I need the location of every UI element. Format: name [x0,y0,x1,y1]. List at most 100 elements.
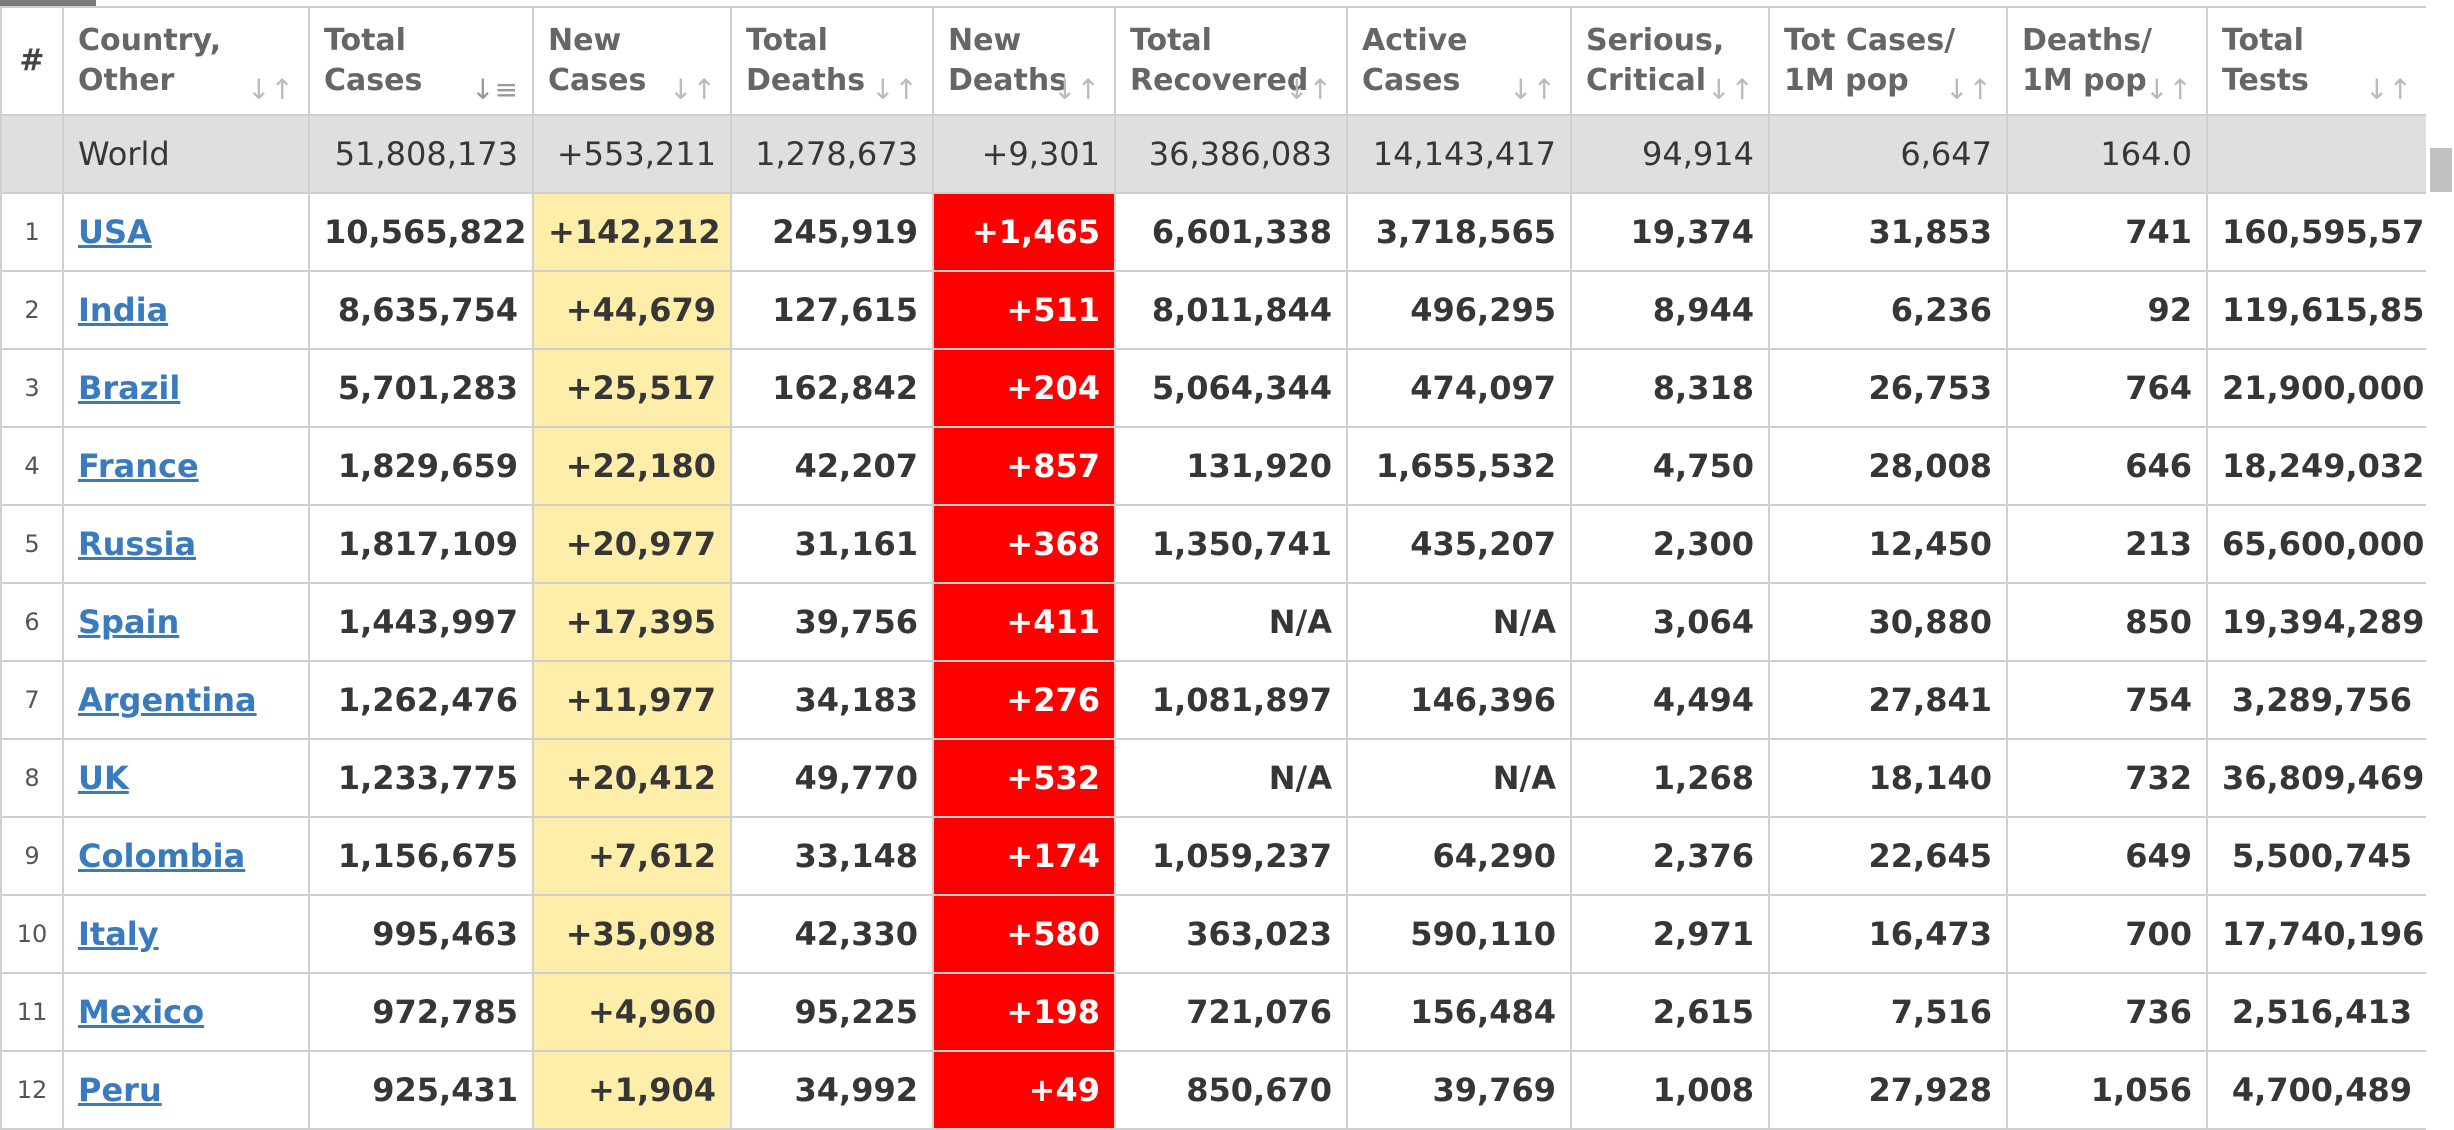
world-cell-total-cases: 51,808,173 [308,114,534,194]
cell-new-deaths: +532 [932,738,1116,818]
cell-new-cases: +11,977 [532,660,732,740]
header-active-cases[interactable]: Active Cases ↓↑ [1346,6,1572,116]
world-cell-deaths-per-1m: 164.0 [2006,114,2208,194]
cell-new-deaths: +411 [932,582,1116,662]
cell-total-recovered: 363,023 [1114,894,1348,974]
cell-cases-per-1m: 28,008 [1768,426,2008,506]
table-row: 11 Mexico 972,785 +4,960 95,225 +198 721,076 15… [0,972,2426,1052]
header-total-tests[interactable]: Total Tests ↓↑ [2206,6,2426,116]
country-link[interactable]: Colombia [78,837,246,875]
cell-total-recovered: N/A [1114,738,1348,818]
header-cases-per-1m[interactable]: Tot Cases/ 1M pop ↓↑ [1768,6,2008,116]
world-cell-total-deaths: 1,278,673 [730,114,934,194]
country-link[interactable]: UK [78,759,129,797]
header-new-deaths[interactable]: New Deaths ↓↑ [932,6,1116,116]
cell-new-cases: +1,904 [532,1050,732,1130]
header-total-deaths[interactable]: Total Deaths ↓↑ [730,6,934,116]
cell-active-cases: 496,295 [1346,270,1572,350]
table-row: 2 India 8,635,754 +44,679 127,615 +511 8,011,8… [0,270,2426,350]
cell-active-cases: 146,396 [1346,660,1572,740]
sort-arrows-icon[interactable]: ↓↑ [2145,73,2192,106]
sort-descending-icon[interactable]: ↓≡ [471,73,518,106]
sort-arrows-icon[interactable]: ↓↑ [1509,73,1556,106]
cell-total-cases: 5,701,283 [308,348,534,428]
header-num[interactable]: # [0,6,64,116]
cell-serious-critical: 1,008 [1570,1050,1770,1130]
header-serious-critical[interactable]: Serious, Critical ↓↑ [1570,6,1770,116]
country-link[interactable]: USA [78,213,152,251]
cell-total-cases: 1,262,476 [308,660,534,740]
cell-total-deaths: 42,330 [730,894,934,974]
sort-arrows-icon[interactable]: ↓↑ [669,73,716,106]
header-total-recovered[interactable]: Total Recovered ↓↑ [1114,6,1348,116]
cell-deaths-per-1m: 764 [2006,348,2208,428]
covid-stats-table: # Country, Other ↓↑ Total Cases ↓≡ New Cases ↓… [0,6,2426,1130]
cell-total-cases: 972,785 [308,972,534,1052]
cell-total-recovered: 6,601,338 [1114,192,1348,272]
cell-new-deaths: +198 [932,972,1116,1052]
sort-arrows-icon[interactable]: ↓↑ [1285,73,1332,106]
cell-num: 3 [0,348,64,428]
header-deaths-per-1m[interactable]: Deaths/ 1M pop ↓↑ [2006,6,2208,116]
country-link[interactable]: Peru [78,1071,162,1109]
cell-total-tests: 19,394,289 [2206,582,2426,662]
cell-total-cases: 1,817,109 [308,504,534,584]
cell-total-tests: 5,500,745 [2206,816,2426,896]
cell-new-deaths: +174 [932,816,1116,896]
cell-deaths-per-1m: 736 [2006,972,2208,1052]
country-link[interactable]: France [78,447,199,485]
sort-arrows-icon[interactable]: ↓↑ [1707,73,1754,106]
world-row: World 51,808,173 +553,211 1,278,673 +9,301 36… [0,114,2426,194]
cell-new-deaths: +1,465 [932,192,1116,272]
cell-serious-critical: 2,376 [1570,816,1770,896]
cell-country: Colombia [62,816,310,896]
world-cell-new-deaths: +9,301 [932,114,1116,194]
world-cell-serious-critical: 94,914 [1570,114,1770,194]
sort-arrows-icon[interactable]: ↓↑ [247,73,294,106]
cell-num: 9 [0,816,64,896]
cell-country: USA [62,192,310,272]
cell-cases-per-1m: 30,880 [1768,582,2008,662]
cell-deaths-per-1m: 213 [2006,504,2208,584]
cell-serious-critical: 2,971 [1570,894,1770,974]
cell-serious-critical: 4,750 [1570,426,1770,506]
cell-total-cases: 1,233,775 [308,738,534,818]
header-label: New Deaths [948,23,1068,98]
sort-arrows-icon[interactable]: ↓↑ [2365,73,2412,106]
cell-num: 7 [0,660,64,740]
header-label: # [19,43,45,78]
cell-active-cases: 435,207 [1346,504,1572,584]
country-link[interactable]: Spain [78,603,180,641]
cell-num: 2 [0,270,64,350]
scrollbar-thumb[interactable] [2430,148,2452,192]
cell-total-deaths: 127,615 [730,270,934,350]
cell-new-cases: +142,212 [532,192,732,272]
header-country[interactable]: Country, Other ↓↑ [62,6,310,116]
sort-arrows-icon[interactable]: ↓↑ [871,73,918,106]
cell-total-recovered: 850,670 [1114,1050,1348,1130]
cell-serious-critical: 1,268 [1570,738,1770,818]
cell-total-tests: 160,595,579 [2206,192,2426,272]
sort-arrows-icon[interactable]: ↓↑ [1945,73,1992,106]
cell-total-recovered: 8,011,844 [1114,270,1348,350]
header-new-cases[interactable]: New Cases ↓↑ [532,6,732,116]
cell-country: Spain [62,582,310,662]
header-label: Total Cases [324,23,423,98]
country-link[interactable]: Argentina [78,681,257,719]
cell-total-cases: 8,635,754 [308,270,534,350]
header-total-cases[interactable]: Total Cases ↓≡ [308,6,534,116]
cell-deaths-per-1m: 649 [2006,816,2208,896]
country-link[interactable]: India [78,291,169,329]
cell-total-deaths: 95,225 [730,972,934,1052]
cell-num: 4 [0,426,64,506]
top-tab-indicator [0,0,96,6]
country-link[interactable]: Italy [78,915,159,953]
cell-serious-critical: 19,374 [1570,192,1770,272]
country-link[interactable]: Brazil [78,369,181,407]
country-link[interactable]: Mexico [78,993,205,1031]
country-link[interactable]: Russia [78,525,197,563]
cell-total-deaths: 33,148 [730,816,934,896]
vertical-scrollbar[interactable] [2426,0,2454,1130]
sort-arrows-icon[interactable]: ↓↑ [1053,73,1100,106]
world-cell-total-tests [2206,114,2426,194]
